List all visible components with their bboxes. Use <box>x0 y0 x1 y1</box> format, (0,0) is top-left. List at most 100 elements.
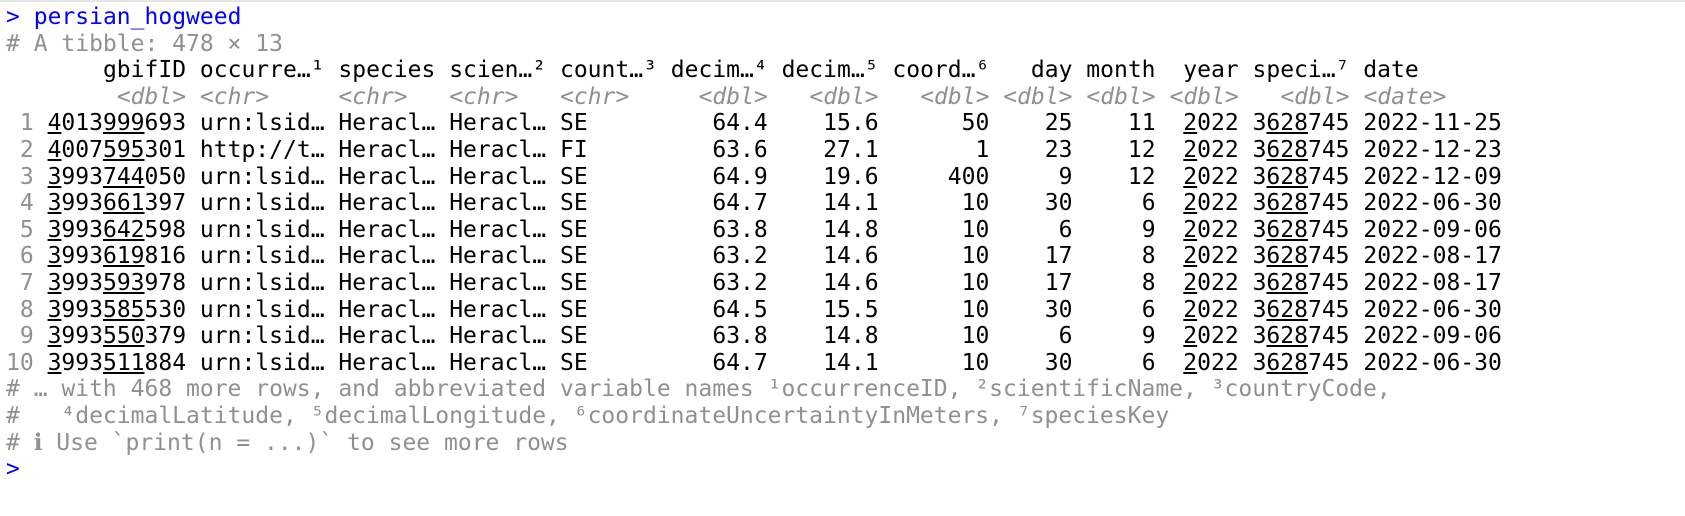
table-cell: 14.8 <box>823 216 879 243</box>
table-row: 9 3993550379 urn:lsid… Heracl… Heracl… S… <box>6 323 1685 350</box>
table-cell: Heracl… <box>449 163 547 190</box>
table-cell: Heracl… <box>338 136 436 163</box>
column-type: <chr> <box>449 83 519 110</box>
table-cell: 10 <box>961 216 990 243</box>
table-cell: Heracl… <box>338 190 436 217</box>
table-cell: 10 <box>961 243 990 270</box>
table-cell: Heracl… <box>449 349 547 376</box>
table-cell: SE <box>560 349 588 376</box>
table-cell: 63.2 <box>712 269 768 296</box>
table-cell: Heracl… <box>449 296 547 323</box>
column-header: scien…² <box>449 57 547 84</box>
table-type-row: <dbl> <chr> <chr> <chr> <chr> <dbl> <dbl… <box>6 84 1685 111</box>
table-cell: urn:lsid… <box>199 216 325 243</box>
table-cell: 2022 <box>1183 243 1239 270</box>
table-cell: 3628745 <box>1252 216 1350 243</box>
table-cell: 63.6 <box>712 136 768 163</box>
table-cell: Heracl… <box>449 216 547 243</box>
table-cell: Heracl… <box>338 110 436 137</box>
table-cell: urn:lsid… <box>199 296 325 323</box>
table-cell: urn:lsid… <box>199 323 325 350</box>
table-cell: SE <box>560 190 588 217</box>
input-line[interactable]: > <box>6 456 1685 482</box>
table-cell: 12 <box>1127 163 1156 190</box>
table-cell: 6 <box>1141 296 1156 323</box>
table-cell: 14.1 <box>823 190 879 217</box>
column-type: <dbl> <box>116 83 187 110</box>
table-cell: 400 <box>947 163 990 190</box>
column-header: count…³ <box>559 57 657 84</box>
column-header: occurre…¹ <box>199 57 325 84</box>
table-cell: 2022-08-17 <box>1363 243 1502 270</box>
table-cell: 3628745 <box>1252 136 1350 163</box>
table-cell: 63.8 <box>712 216 768 243</box>
table-cell: 2022-12-09 <box>1363 163 1502 190</box>
table-cell: 3993585530 <box>47 296 187 323</box>
table-cell: 3993661397 <box>47 190 187 217</box>
table-cell: 14.1 <box>823 349 879 376</box>
table-cell: 2022-06-30 <box>1363 296 1502 323</box>
column-type: <chr> <box>199 83 270 110</box>
table-cell: Heracl… <box>338 323 436 350</box>
footer-line-1: # … with 468 more rows, and abbreviated … <box>6 376 1391 403</box>
footer-line-3: # ℹ Use `print(n = ...)` to see more row… <box>6 429 569 456</box>
column-type: <dbl> <box>698 83 768 110</box>
column-type: <date> <box>1363 83 1447 110</box>
table-cell: 10 <box>961 323 990 350</box>
row-number: 4 <box>6 190 34 217</box>
table-cell: urn:lsid… <box>199 269 325 296</box>
table-cell: 15.6 <box>823 110 879 137</box>
table-row: 7 3993593978 urn:lsid… Heracl… Heracl… S… <box>6 270 1685 297</box>
command-line: > persian_hogweed <box>6 4 1685 31</box>
table-cell: 19.6 <box>823 163 879 190</box>
table-cell: SE <box>560 110 588 137</box>
table-header-row: gbifID occurre…¹ species scien…² count…³… <box>6 57 1685 84</box>
table-cell: 63.2 <box>712 243 768 270</box>
table-cell: Heracl… <box>338 269 436 296</box>
table-cell: 9 <box>1141 323 1156 350</box>
row-number: 2 <box>6 136 34 163</box>
table-cell: 2022-09-06 <box>1363 323 1502 350</box>
column-header: decim…⁴ <box>670 57 768 84</box>
table-cell: 2022 <box>1183 163 1239 190</box>
table-row: 6 3993619816 urn:lsid… Heracl… Heracl… S… <box>6 243 1685 270</box>
table-cell: 9 <box>1141 216 1156 243</box>
column-header: species <box>338 57 436 84</box>
column-header: gbifID <box>102 57 187 84</box>
command-text: persian_hogweed <box>33 4 242 30</box>
table-cell: 2022-06-30 <box>1363 349 1502 376</box>
column-type: <dbl> <box>809 83 879 110</box>
table-cell: 14.6 <box>823 243 879 270</box>
table-cell: 4013999693 <box>47 110 187 137</box>
table-cell: 14.8 <box>823 323 879 350</box>
table-cell: Heracl… <box>449 269 547 296</box>
table-cell: Heracl… <box>449 110 547 137</box>
table-cell: 17 <box>1044 269 1073 296</box>
table-cell: 2022 <box>1183 296 1239 323</box>
table-cell: 10 <box>961 190 990 217</box>
table-cell: SE <box>560 243 588 270</box>
table-cell: 63.8 <box>712 323 768 350</box>
table-cell: 3993550379 <box>47 323 187 350</box>
table-cell: 14.6 <box>823 269 879 296</box>
table-cell: 1 <box>975 136 990 163</box>
tibble-summary: # A tibble: 478 × 13 <box>6 30 283 57</box>
table-row: 4 3993661397 urn:lsid… Heracl… Heracl… S… <box>6 190 1685 217</box>
table-cell: 3993619816 <box>47 243 187 270</box>
column-header: year <box>1183 57 1239 84</box>
footer-line-2: # ⁴decimalLatitude, ⁵decimalLongitude, ⁶… <box>6 402 1170 429</box>
table-cell: 3993511884 <box>47 349 187 376</box>
table-cell: Heracl… <box>338 296 436 323</box>
column-type: <dbl> <box>1003 83 1073 110</box>
table-cell: 12 <box>1127 136 1156 163</box>
table-cell: 8 <box>1141 243 1156 270</box>
row-number: 6 <box>6 243 34 270</box>
table-cell: 64.4 <box>712 110 768 137</box>
table-cell: 3993744050 <box>47 163 187 190</box>
row-number: 8 <box>6 296 34 323</box>
column-type: <chr> <box>560 83 630 110</box>
table-cell: SE <box>560 163 588 190</box>
table-cell: 2022-09-06 <box>1363 216 1502 243</box>
table-row: 3 3993744050 urn:lsid… Heracl… Heracl… S… <box>6 164 1685 191</box>
